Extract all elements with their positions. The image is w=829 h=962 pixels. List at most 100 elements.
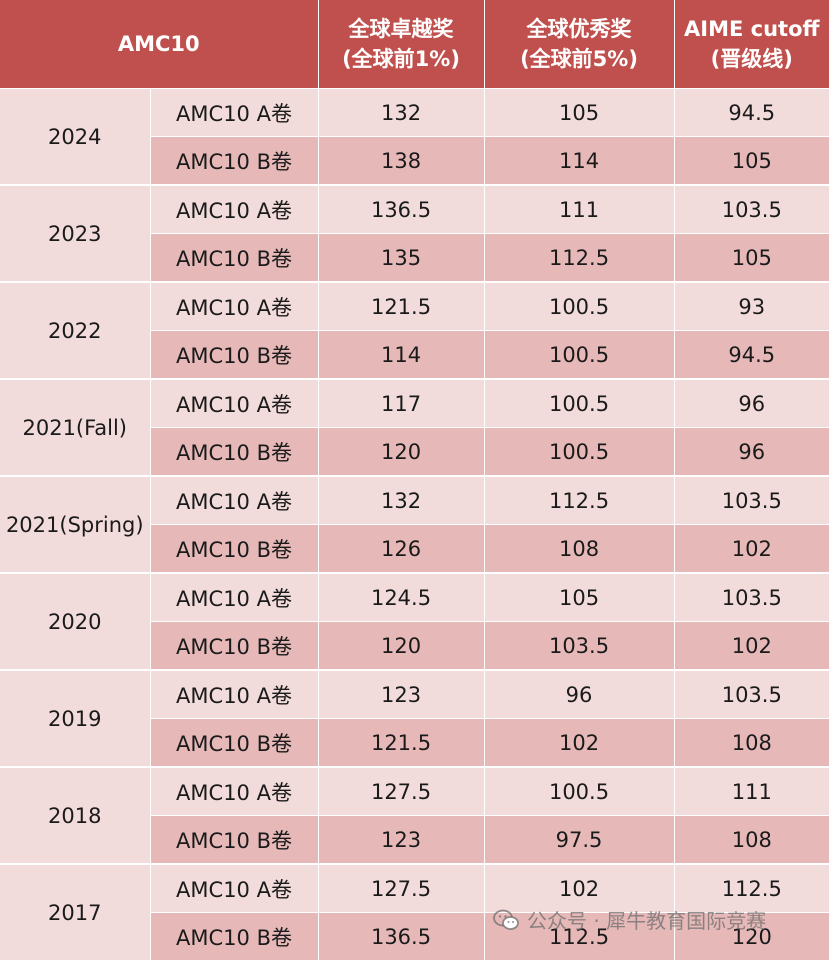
table-row: AMC10 B卷 138 114 105 — [0, 136, 829, 186]
top1-cell: 120 — [318, 621, 485, 671]
top1-cell: 126 — [318, 524, 485, 574]
top1-cell: 127.5 — [318, 767, 485, 816]
header-corner: AMC10 — [0, 0, 319, 89]
header-top1: 全球卓越奖 (全球前1%) — [318, 0, 485, 89]
top5-cell: 111 — [484, 185, 675, 234]
top1-cell: 127.5 — [318, 864, 485, 913]
top5-cell: 114 — [484, 136, 675, 186]
year-cell: 2023 — [0, 185, 151, 283]
paper-cell: AMC10 B卷 — [150, 524, 319, 574]
table-row: 2020 AMC10 A卷 124.5 105 103.5 — [0, 573, 829, 671]
paper-cell: AMC10 A卷 — [150, 476, 319, 525]
aime-cell: 105 — [674, 136, 829, 186]
top5-cell: 105 — [484, 88, 675, 137]
table-row: 2019 AMC10 A卷 123 96 103.5 — [0, 670, 829, 768]
aime-cell: 108 — [674, 718, 829, 768]
top1-cell: 124.5 — [318, 573, 485, 622]
top1-cell: 132 — [318, 476, 485, 525]
table-row: 2022 AMC10 A卷 121.5 100.5 93 — [0, 282, 829, 380]
header-top1-line1: 全球卓越奖 — [348, 17, 454, 41]
paper-cell: AMC10 A卷 — [150, 379, 319, 428]
top1-cell: 123 — [318, 670, 485, 719]
top5-cell: 102 — [484, 718, 675, 768]
top1-cell: 132 — [318, 88, 485, 137]
aime-cell: 94.5 — [674, 88, 829, 137]
aime-cell: 105 — [674, 233, 829, 283]
table-row: AMC10 B卷 136.5 112.5 120 — [0, 912, 829, 962]
table-row: AMC10 B卷 135 112.5 105 — [0, 233, 829, 283]
year-cell: 2018 — [0, 767, 151, 865]
top5-cell: 112.5 — [484, 912, 675, 962]
top5-cell: 108 — [484, 524, 675, 574]
top1-cell: 114 — [318, 330, 485, 380]
paper-cell: AMC10 B卷 — [150, 136, 319, 186]
paper-cell: AMC10 B卷 — [150, 330, 319, 380]
top1-cell: 121.5 — [318, 282, 485, 331]
aime-cell: 120 — [674, 912, 829, 962]
top1-cell: 123 — [318, 815, 485, 865]
top1-cell: 117 — [318, 379, 485, 428]
paper-cell: AMC10 A卷 — [150, 670, 319, 719]
top5-cell: 103.5 — [484, 621, 675, 671]
header-top5-line2: (全球前5%) — [520, 47, 638, 71]
top1-cell: 121.5 — [318, 718, 485, 768]
table-row: AMC10 B卷 123 97.5 108 — [0, 815, 829, 865]
top5-cell: 96 — [484, 670, 675, 719]
top5-cell: 100.5 — [484, 767, 675, 816]
year-cell: 2021(Fall) — [0, 379, 151, 477]
header-corner-label: AMC10 — [117, 32, 200, 56]
top5-cell: 105 — [484, 573, 675, 622]
paper-cell: AMC10 B卷 — [150, 621, 319, 671]
aime-cell: 96 — [674, 379, 829, 428]
header-row: AMC10 全球卓越奖 (全球前1%) 全球优秀奖 (全球前5%) AIME c… — [0, 0, 829, 89]
aime-cell: 103.5 — [674, 670, 829, 719]
header-aime-line2: (晋级线) — [710, 47, 793, 71]
paper-cell: AMC10 B卷 — [150, 233, 319, 283]
top1-cell: 136.5 — [318, 912, 485, 962]
paper-cell: AMC10 A卷 — [150, 282, 319, 331]
table-row: 2017 AMC10 A卷 127.5 102 112.5 — [0, 864, 829, 962]
top1-cell: 135 — [318, 233, 485, 283]
table-row: 2024 AMC10 A卷 132 105 94.5 — [0, 88, 829, 186]
year-cell: 2020 — [0, 573, 151, 671]
paper-cell: AMC10 B卷 — [150, 815, 319, 865]
aime-cell: 103.5 — [674, 573, 829, 622]
paper-cell: AMC10 A卷 — [150, 573, 319, 622]
paper-cell: AMC10 B卷 — [150, 427, 319, 477]
header-top1-line2: (全球前1%) — [342, 47, 460, 71]
paper-cell: AMC10 A卷 — [150, 767, 319, 816]
header-aime-line1: AIME cutoff — [684, 17, 820, 41]
aime-cell: 111 — [674, 767, 829, 816]
table-row: 2021(Spring) AMC10 A卷 132 112.5 103.5 — [0, 476, 829, 574]
paper-cell: AMC10 B卷 — [150, 718, 319, 768]
header-top5: 全球优秀奖 (全球前5%) — [484, 0, 675, 89]
top1-cell: 136.5 — [318, 185, 485, 234]
table-row: AMC10 B卷 114 100.5 94.5 — [0, 330, 829, 380]
table-row: 2023 AMC10 A卷 136.5 111 103.5 — [0, 185, 829, 283]
top5-cell: 102 — [484, 864, 675, 913]
top5-cell: 100.5 — [484, 379, 675, 428]
aime-cell: 103.5 — [674, 185, 829, 234]
year-cell: 2017 — [0, 864, 151, 962]
table-row: AMC10 B卷 126 108 102 — [0, 524, 829, 574]
paper-cell: AMC10 A卷 — [150, 864, 319, 913]
table-row: AMC10 B卷 120 100.5 96 — [0, 427, 829, 477]
aime-cell: 108 — [674, 815, 829, 865]
top5-cell: 112.5 — [484, 233, 675, 283]
header-aime: AIME cutoff (晋级线) — [674, 0, 829, 89]
aime-cell: 102 — [674, 524, 829, 574]
year-cell: 2024 — [0, 88, 151, 186]
year-cell: 2019 — [0, 670, 151, 768]
top5-cell: 100.5 — [484, 330, 675, 380]
year-cell: 2021(Spring) — [0, 476, 151, 574]
top5-cell: 97.5 — [484, 815, 675, 865]
paper-cell: AMC10 A卷 — [150, 88, 319, 137]
paper-cell: AMC10 A卷 — [150, 185, 319, 234]
year-cell: 2022 — [0, 282, 151, 380]
aime-cell: 112.5 — [674, 864, 829, 913]
aime-cell: 93 — [674, 282, 829, 331]
table-row: 2021(Fall) AMC10 A卷 117 100.5 96 — [0, 379, 829, 477]
table-row: AMC10 B卷 120 103.5 102 — [0, 621, 829, 671]
aime-cell: 103.5 — [674, 476, 829, 525]
